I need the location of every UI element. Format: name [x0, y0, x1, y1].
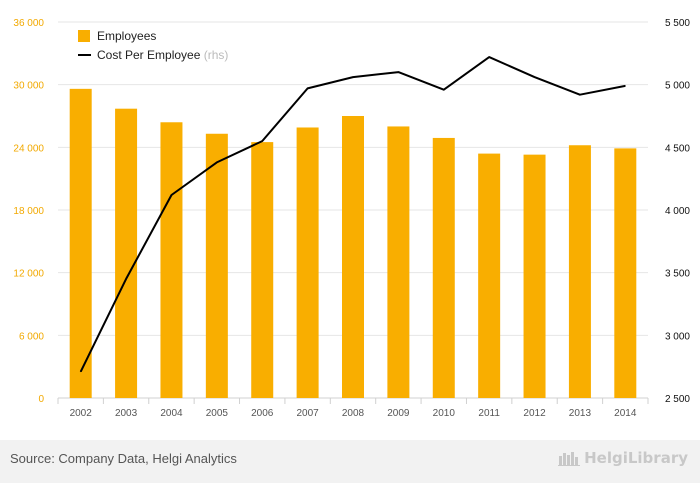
bar-employees-2010: [432, 137, 455, 398]
right-axis: 2 500 3 000 3 500 4 000 4 500 5 000 5 500: [665, 18, 690, 405]
bar-employees-2004: [160, 122, 183, 399]
point-cost-2003: [125, 278, 127, 280]
bar-employees-2012: [523, 154, 546, 398]
point-cost-2006: [261, 140, 263, 142]
brand-logo[interactable]: HelgiLibrary: [558, 449, 688, 467]
point-cost-2002: [80, 371, 82, 373]
source-text: Source: Company Data, Helgi Analytics: [10, 451, 237, 466]
x-tick-label: 2010: [433, 408, 456, 419]
x-tick-label: 2012: [523, 408, 546, 419]
y-left-tick-label: 12 000: [13, 269, 44, 280]
y-left-tick-label: 24 000: [13, 143, 44, 154]
x-tick-label: 2008: [342, 408, 365, 419]
x-axis: 2002 2003 2004 2005 2006 2007 2008 2009 2010 2011…: [70, 408, 637, 419]
y-right-tick-label: 5 000: [665, 81, 690, 92]
legend-employees-swatch: [78, 30, 90, 42]
x-tick-label: 2013: [569, 408, 592, 419]
legend-employees-label: Employees: [97, 29, 156, 43]
bar-employees-2009: [387, 126, 410, 398]
y-left-tick-label: 18 000: [13, 206, 44, 217]
library-logo-icon: [558, 452, 581, 466]
cost-line: [79, 56, 626, 373]
footer: Source: Company Data, Helgi Analytics He…: [0, 440, 700, 483]
bar-employees-2005: [205, 133, 228, 398]
y-right-tick-label: 4 000: [665, 206, 690, 217]
x-tick-label: 2003: [115, 408, 138, 419]
legend-cost-name: Cost Per Employee: [97, 48, 201, 62]
y-right-tick-label: 3 500: [665, 269, 690, 280]
bar-employees-2014: [614, 148, 637, 398]
bar-employees-2003: [115, 108, 138, 398]
point-cost-2010: [443, 89, 445, 91]
point-cost-2005: [216, 161, 218, 163]
x-tick-label: 2011: [478, 408, 500, 419]
y-right-tick-label: 5 500: [665, 18, 690, 29]
left-axis: 0 6 000 12 000 18 000 24 000 30 000 36 000: [13, 18, 44, 405]
brand-name: HelgiLibrary: [584, 449, 688, 467]
bars: [69, 88, 637, 399]
bar-employees-2002: [69, 88, 92, 398]
x-tick-label: 2007: [296, 408, 319, 419]
point-cost-2007: [307, 87, 309, 89]
bar-employees-2006: [251, 142, 274, 398]
y-left-tick-label: 6 000: [19, 331, 44, 342]
y-left-tick-label: 36 000: [13, 18, 44, 29]
point-cost-2011: [488, 56, 490, 58]
y-right-tick-label: 2 500: [665, 394, 690, 405]
bar-employees-2011: [478, 153, 501, 398]
legend-cost-suffix: (rhs): [204, 48, 229, 62]
point-cost-2009: [397, 71, 399, 73]
y-right-tick-label: 4 500: [665, 143, 690, 154]
x-tick-label: 2006: [251, 408, 274, 419]
y-left-tick-label: 30 000: [13, 81, 44, 92]
chart: 0 6 000 12 000 18 000 24 000 30 000 36 000 2 5…: [13, 18, 690, 419]
bar-employees-2007: [296, 127, 319, 398]
y-left-tick-label: 0: [38, 394, 44, 405]
x-tick-label: 2004: [160, 408, 183, 419]
y-right-tick-label: 3 000: [665, 331, 690, 342]
point-cost-2004: [170, 194, 172, 196]
bar-employees-2013: [568, 145, 591, 398]
legend: Employees Cost Per Employee (rhs): [78, 29, 228, 62]
point-cost-2013: [579, 94, 581, 96]
x-tick-label: 2005: [206, 408, 229, 419]
point-cost-2014: [624, 85, 626, 87]
x-tick-label: 2014: [614, 408, 637, 419]
legend-cost-label: Cost Per Employee (rhs): [97, 48, 228, 62]
point-cost-2008: [352, 76, 354, 78]
x-tick-label: 2009: [387, 408, 410, 419]
x-tick-label: 2002: [70, 408, 93, 419]
point-cost-2012: [534, 76, 536, 78]
bar-employees-2008: [342, 116, 364, 398]
